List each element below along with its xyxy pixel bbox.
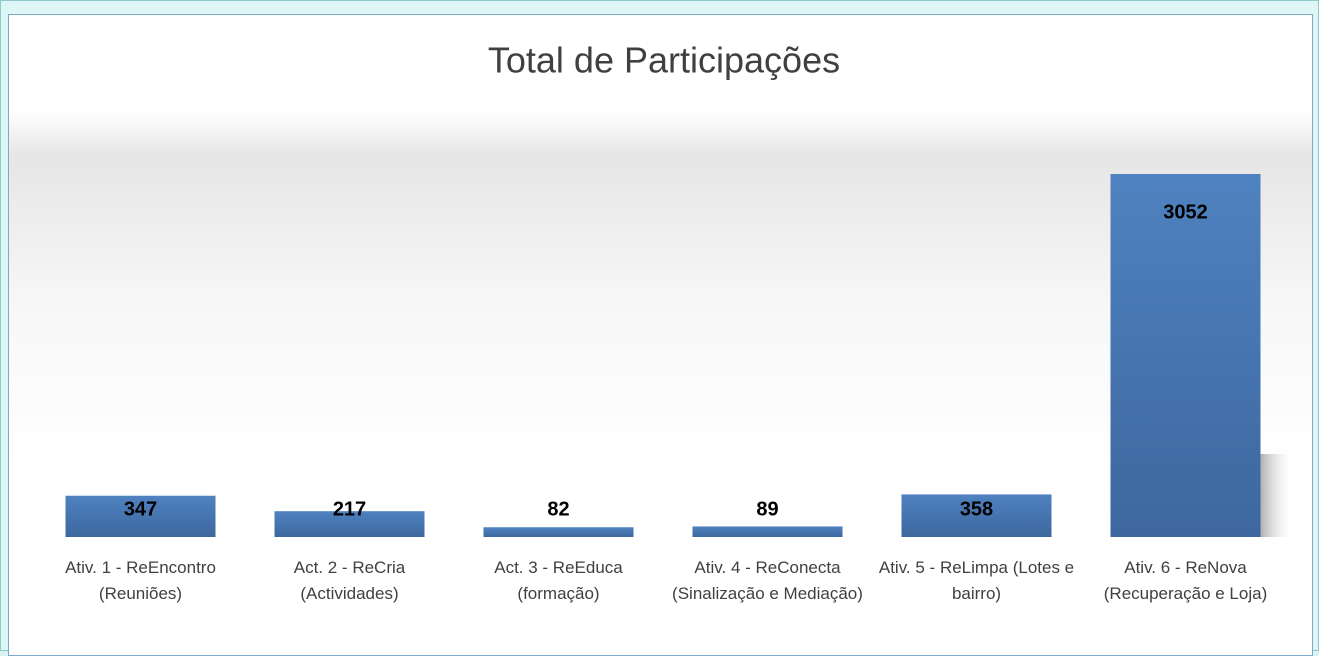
- x-tick-label: Act. 3 - ReEduca (formação): [494, 558, 623, 603]
- bar: [65, 495, 216, 537]
- data-label: 89: [756, 498, 778, 520]
- bar: [692, 526, 843, 537]
- x-tick-label: Ativ. 1 - ReEncontro (Reuniões): [65, 558, 216, 603]
- data-label: 358: [960, 498, 993, 520]
- bar: [483, 527, 634, 537]
- chart-title: Total de Participações: [488, 40, 840, 81]
- bar: [1110, 174, 1261, 537]
- data-label: 3052: [1163, 201, 1208, 223]
- data-label: 347: [124, 498, 157, 520]
- x-tick-label: Ativ. 4 - ReConecta (Sinalização e Media…: [672, 558, 863, 603]
- plot-area: [8, 14, 1313, 656]
- bar-shadow: [1260, 454, 1291, 537]
- x-tick-label: Ativ. 5 - ReLimpa (Lotes e bairro): [878, 558, 1075, 603]
- bar: [901, 494, 1052, 537]
- x-tick-label: Act. 2 - ReCria (Actividades): [293, 558, 406, 603]
- bar: [274, 511, 425, 537]
- x-tick-label: Ativ. 6 - ReNova (Recuperação e Loja): [1103, 558, 1268, 603]
- data-label: 217: [333, 498, 366, 520]
- data-label: 82: [547, 498, 569, 520]
